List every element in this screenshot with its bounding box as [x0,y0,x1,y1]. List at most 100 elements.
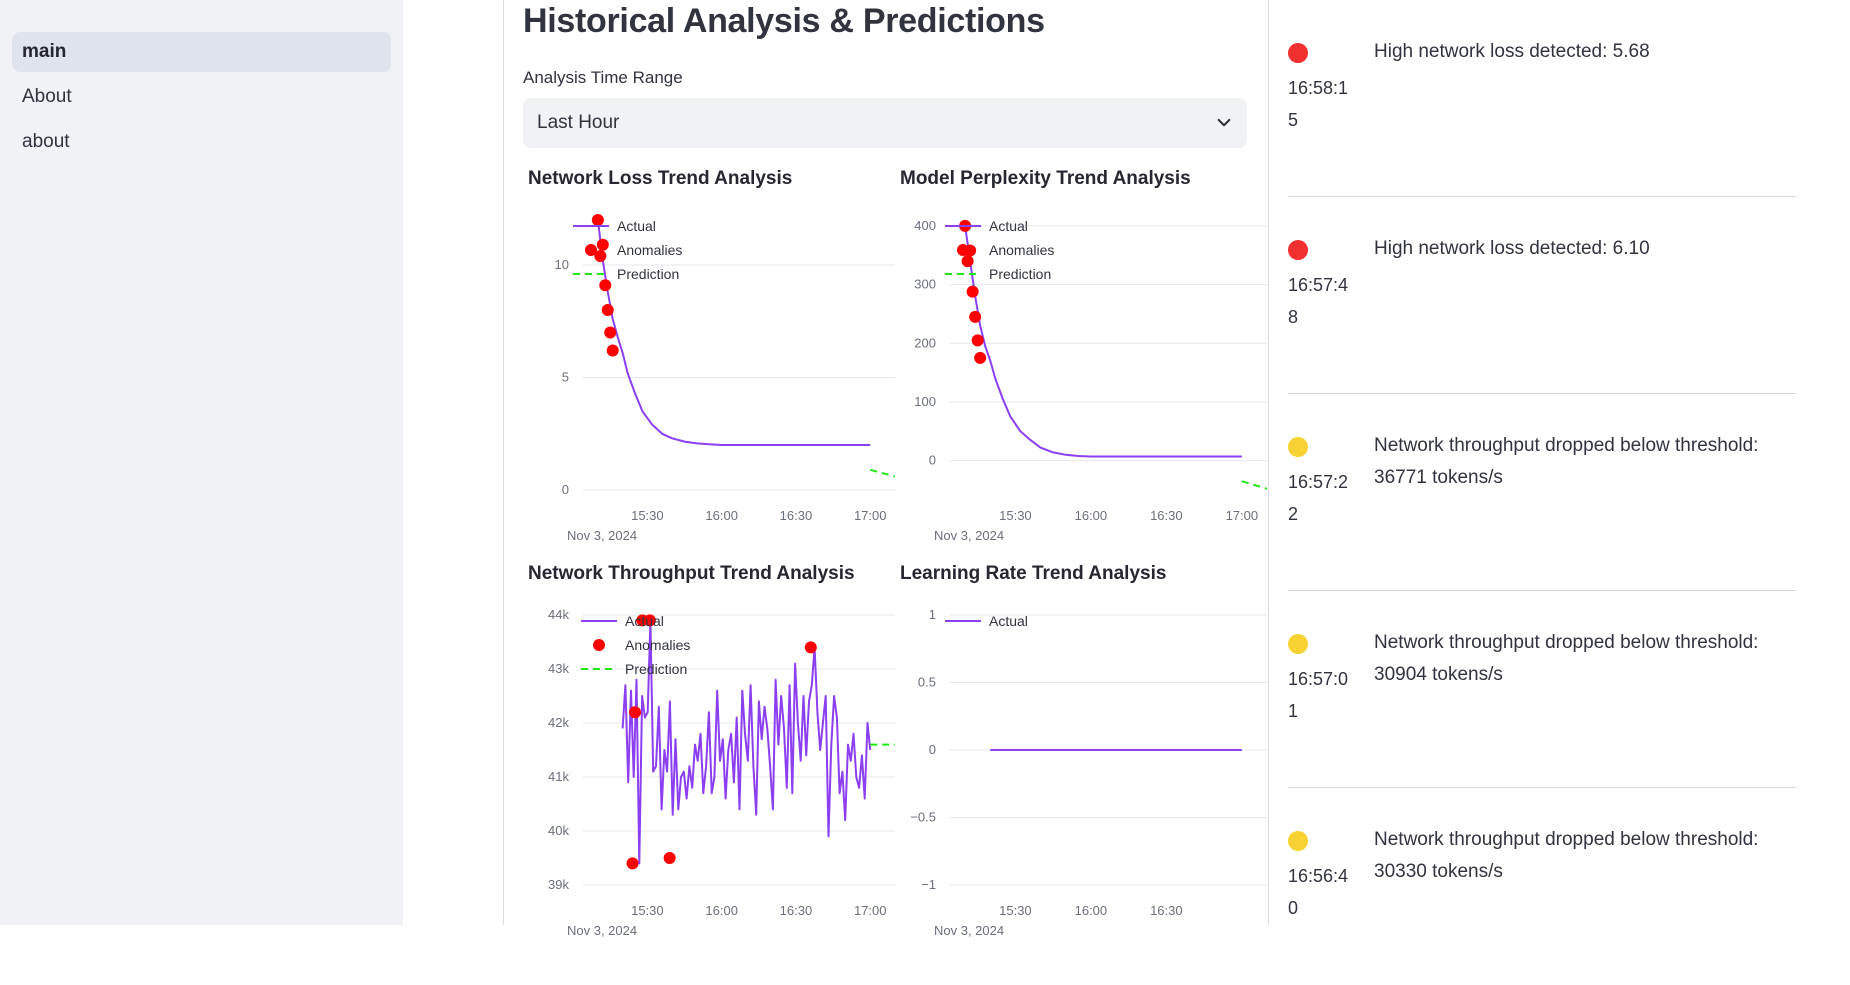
legend-anomaly-swatch [593,639,605,651]
anomaly-point [961,255,974,268]
legend-label: Prediction [989,266,1051,282]
anomaly-point [663,852,676,864]
actual-series-line [964,225,1242,458]
loss-chart-svg: 0 5 10 15:30 16:00 16:30 17:00 Nov 3, 2024 Actua… [555,214,896,543]
sidebar: main About about [0,0,403,925]
critical-status-icon [1288,43,1308,63]
anomaly-point [643,614,656,627]
lr-chart[interactable]: −1 −0.5 0 0.5 1 15:30 16:00 16:30 Nov 3, 2024 Act… [895,595,1267,955]
warning-status-icon [1288,634,1308,654]
x-tick-label: 16:30 [780,508,813,523]
x-tick-label: 15:30 [999,508,1032,523]
y-tick-label: −0.5 [910,810,936,825]
legend-label: Anomalies [625,637,690,653]
y-tick-label: 0 [929,742,936,757]
alert-message: Network throughput dropped below thresho… [1374,829,1759,882]
prediction-series-line [1241,480,1268,490]
legend-label: Actual [989,218,1028,234]
x-date-label: Nov 3, 2024 [934,528,1004,543]
x-date-label: Nov 3, 2024 [934,923,1004,938]
alert-divider [1288,196,1796,197]
throughput-chart-svg: 39k 40k 41k 42k 43k 44k 15:30 16:00 16:30 17:00 No… [548,607,895,938]
anomaly-point [591,214,604,226]
warning-status-icon [1288,831,1308,851]
y-tick-label: 42k [548,715,569,730]
y-tick-label: 10 [555,257,569,272]
y-tick-label: 0 [562,482,569,497]
throughput-chart[interactable]: 39k 40k 41k 42k 43k 44k 15:30 16:00 16:30 17:00 No… [523,595,895,955]
lr-chart-svg: −1 −0.5 0 0.5 1 15:30 16:00 16:30 Nov 3, 2024 Act… [910,607,1267,938]
alerts-panel: 16:58:15 High network loss detected: 5.6… [1288,0,1796,925]
legend-label: Anomalies [989,242,1054,258]
alert-divider [1288,787,1796,788]
perplexity-chart[interactable]: 0 100 200 300 400 15:30 16:00 16:30 17:00 Nov 3, … [895,200,1268,560]
alert-divider [1288,590,1796,591]
y-tick-label: 300 [914,277,936,292]
page-title: Historical Analysis & Predictions [523,2,1045,40]
anomaly-point [966,285,979,298]
warning-status-icon [1288,437,1308,457]
y-tick-label: 44k [548,607,569,622]
time-range-value: Last Hour [537,112,620,133]
legend-label: Actual [989,613,1028,629]
alert-divider [1288,393,1796,394]
legend-label: Prediction [617,266,679,282]
sidebar-item-about-lower[interactable]: about [22,131,70,152]
anomaly-point [971,334,984,347]
anomaly-point [604,326,617,339]
anomaly-point [599,279,612,292]
sidebar-item-about[interactable]: About [22,86,72,107]
alert-item: 16:56:40 Network throughput dropped belo… [1288,788,1796,985]
legend-label: Actual [617,218,656,234]
alert-item: 16:57:01 Network throughput dropped belo… [1288,591,1796,788]
x-tick-label: 16:30 [1150,508,1183,523]
anomaly-point [629,706,641,719]
main-left-divider [503,0,504,925]
actual-series-line [596,219,871,446]
legend-anomaly-swatch [585,244,597,256]
x-tick-label: 17:00 [1226,508,1259,523]
lr-chart-title: Learning Rate Trend Analysis [900,563,1167,584]
alert-item: 16:57:48 High network loss detected: 6.1… [1288,197,1796,394]
y-tick-label: −1 [921,877,936,892]
prediction-series-line [869,468,896,478]
y-tick-label: 100 [914,394,936,409]
x-date-label: Nov 3, 2024 [567,528,637,543]
x-tick-label: 16:30 [780,903,813,918]
y-tick-label: 0 [929,453,936,468]
x-tick-label: 15:30 [999,903,1032,918]
x-tick-label: 15:30 [631,508,664,523]
alert-message: Network throughput dropped below thresho… [1374,435,1759,488]
x-date-label: Nov 3, 2024 [567,923,637,938]
y-tick-label: 1 [929,607,936,622]
perplexity-chart-title: Model Perplexity Trend Analysis [900,168,1191,189]
time-range-label: Analysis Time Range [523,68,683,87]
time-range-select[interactable]: Last Hour [523,98,1247,148]
alert-time: 16:58:15 [1288,78,1349,130]
anomaly-point [974,351,987,364]
y-tick-label: 200 [914,335,936,350]
alert-time: 16:57:48 [1288,275,1349,327]
y-tick-label: 40k [548,823,569,838]
anomaly-point [606,344,619,357]
perplexity-chart-svg: 0 100 200 300 400 15:30 16:00 16:30 17:00 Nov 3, … [914,218,1268,543]
anomaly-point [626,857,639,870]
loss-chart-title: Network Loss Trend Analysis [528,168,793,189]
x-tick-label: 16:00 [705,508,738,523]
sidebar-item-main[interactable]: main [12,32,391,72]
loss-chart[interactable]: 0 5 10 15:30 16:00 16:30 17:00 Nov 3, 2024 Actua… [523,200,896,560]
legend-anomaly-swatch [957,244,969,256]
legend-label: Anomalies [617,242,682,258]
anomaly-point [601,304,614,316]
y-tick-label: 41k [548,769,569,784]
anomaly-point [804,641,817,654]
alert-message: Network throughput dropped below thresho… [1374,632,1759,685]
x-tick-label: 16:00 [1075,903,1108,918]
legend-label: Actual [625,613,664,629]
x-tick-label: 16:30 [1150,903,1183,918]
main-right-divider [1268,0,1269,925]
chevron-down-icon [1217,118,1231,127]
alert-time: 16:56:40 [1288,866,1349,918]
legend-label: Prediction [625,661,687,677]
alert-item: 16:57:22 Network throughput dropped belo… [1288,394,1796,591]
